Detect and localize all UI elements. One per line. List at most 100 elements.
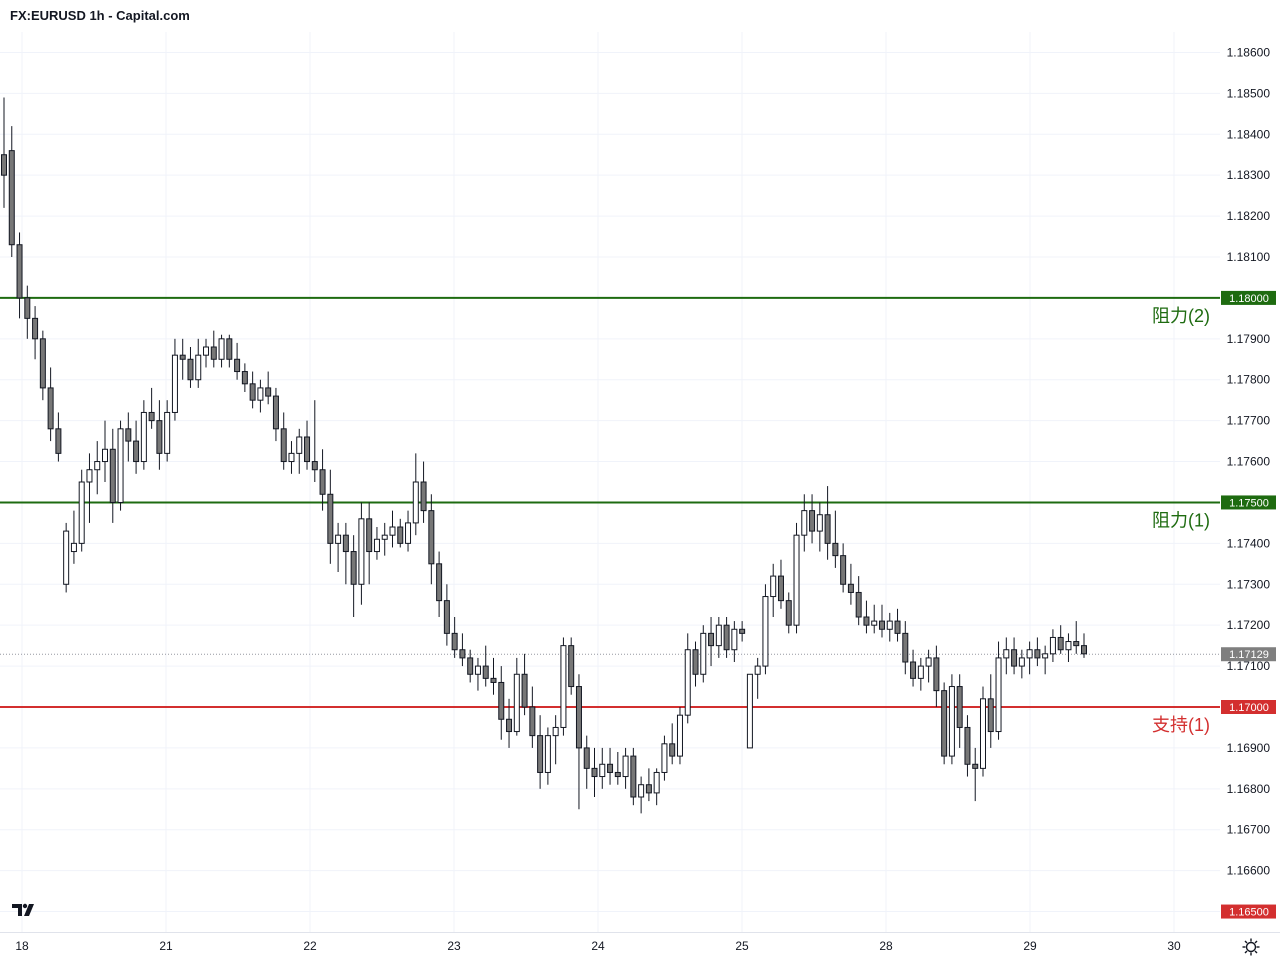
y-tick-label: 1.17300	[1227, 577, 1271, 591]
tradingview-logo-icon[interactable]	[10, 900, 40, 920]
level-price-tag: 1.17500	[1221, 495, 1276, 510]
candle-body	[1011, 649, 1018, 667]
x-tick-label: 29	[1023, 939, 1037, 953]
candle-body	[599, 763, 606, 778]
candle	[777, 559, 784, 609]
candle-body	[941, 690, 948, 757]
candle-body	[777, 575, 784, 602]
y-tick-label: 1.16900	[1227, 741, 1271, 755]
candle-body	[179, 354, 186, 360]
candle	[405, 510, 412, 552]
candle-body	[70, 542, 77, 553]
candle-body	[148, 411, 155, 422]
candle-body	[886, 620, 893, 630]
candle	[241, 363, 248, 392]
candle	[47, 367, 54, 442]
candle	[878, 604, 885, 638]
candle	[335, 522, 342, 572]
candle-body	[894, 620, 901, 634]
candle	[86, 453, 93, 523]
candle	[956, 674, 963, 748]
candle-body	[16, 244, 23, 299]
candle-body	[420, 481, 427, 512]
level-label: 阻力(1)	[1152, 510, 1210, 530]
candle-body	[63, 530, 70, 585]
candle	[661, 735, 668, 781]
candle	[863, 600, 870, 634]
candle	[513, 657, 520, 736]
candle	[575, 674, 582, 810]
candle-body	[537, 735, 544, 773]
candle-body	[125, 428, 132, 442]
candle	[366, 502, 373, 585]
candle	[179, 338, 186, 380]
candle-body	[171, 354, 178, 413]
price-axis[interactable]: 1.18600 1.18500 1.18400 1.18300 1.18200 1.181…	[1227, 45, 1271, 918]
candle-body	[575, 686, 582, 749]
candle-body	[591, 767, 598, 778]
candle	[272, 387, 279, 442]
candle	[1018, 649, 1025, 679]
candle	[739, 621, 746, 642]
candle-body	[102, 448, 109, 463]
candle	[1057, 625, 1064, 654]
x-tick-label: 24	[591, 939, 605, 953]
candle	[133, 420, 140, 474]
candle-body	[770, 575, 777, 598]
candle-body	[1042, 653, 1049, 659]
candle-body	[917, 665, 924, 679]
settings-gear-icon[interactable]	[1242, 938, 1260, 956]
candle-body	[645, 784, 652, 794]
candle-body	[1073, 641, 1080, 647]
candle-body	[847, 583, 854, 593]
candle	[140, 400, 147, 470]
candle	[692, 641, 699, 687]
candle	[614, 752, 621, 785]
candle	[544, 727, 551, 785]
candle-body	[948, 686, 955, 757]
candle-body	[809, 510, 816, 532]
candle-body	[793, 534, 800, 626]
candle-body	[1057, 636, 1064, 651]
candle-body	[350, 551, 357, 585]
candle	[117, 420, 124, 511]
candle	[381, 522, 388, 556]
candle	[187, 347, 194, 388]
candle	[8, 126, 15, 257]
candle-body	[428, 510, 435, 565]
candle	[482, 645, 489, 687]
candle-body	[474, 665, 481, 675]
y-tick-label: 1.17700	[1227, 414, 1271, 428]
candle-body	[676, 714, 683, 757]
candle-body	[925, 657, 932, 667]
candle	[537, 715, 544, 789]
candle-body	[622, 755, 629, 778]
candle-body	[552, 726, 559, 737]
candle	[599, 747, 606, 789]
candle	[529, 686, 536, 748]
candle-body	[607, 763, 614, 773]
candle-body	[210, 346, 217, 360]
candle	[746, 673, 753, 749]
candle	[855, 576, 862, 626]
candle-body	[164, 411, 171, 454]
candle	[723, 617, 730, 658]
candle-body	[521, 673, 528, 708]
candle	[109, 428, 116, 523]
candle	[459, 633, 466, 667]
candle	[498, 666, 505, 740]
candle-body	[1034, 649, 1041, 659]
y-tick-label: 1.18200	[1227, 209, 1271, 223]
time-axis[interactable]: 18 21 22 23 24 25 28 29 30	[15, 939, 1181, 953]
candle	[902, 621, 909, 675]
candle	[249, 371, 256, 409]
candle	[506, 698, 513, 748]
y-tick-label: 1.17900	[1227, 332, 1271, 346]
candle	[420, 461, 427, 523]
candle-body	[117, 428, 124, 503]
level-price-tag: 1.18000	[1221, 290, 1276, 305]
candle	[941, 682, 948, 765]
candle-body	[630, 755, 637, 798]
price-tag-text: 1.17500	[1229, 497, 1269, 509]
